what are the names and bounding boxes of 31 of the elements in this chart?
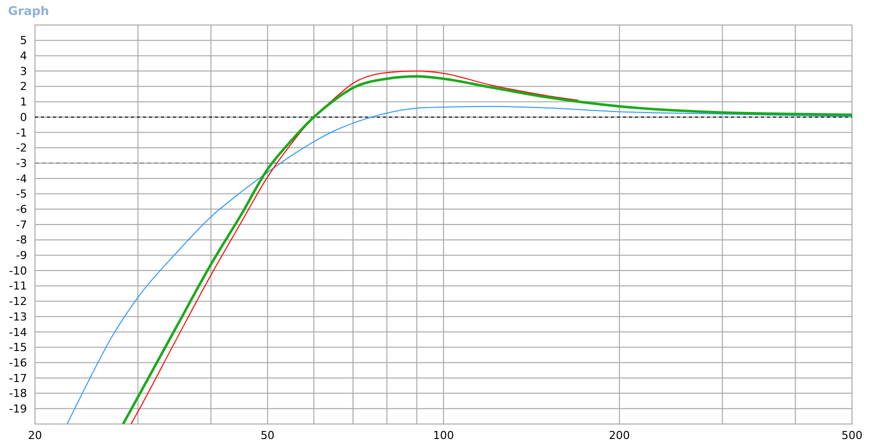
y-tick-label: -12 xyxy=(9,295,27,308)
x-tick-label: 200 xyxy=(608,429,630,442)
y-tick-label: 3 xyxy=(20,64,27,78)
y-tick-label: -5 xyxy=(16,188,27,201)
y-tick-label: -17 xyxy=(9,372,27,385)
y-tick-label: -6 xyxy=(16,203,27,216)
y-tick-label: -18 xyxy=(9,387,27,400)
y-tick-label: -3 xyxy=(16,156,27,170)
y-tick-label: -11 xyxy=(9,280,27,293)
y-tick-label: -13 xyxy=(9,310,27,324)
y-tick-label: -15 xyxy=(9,341,27,354)
y-tick-label: -2 xyxy=(16,142,27,155)
y-tick-label: -16 xyxy=(9,356,27,370)
y-tick-label: -10 xyxy=(9,264,27,278)
y-tick-label: -4 xyxy=(16,172,27,186)
y-tick-label: 2 xyxy=(20,80,27,94)
y-tick-label: 5 xyxy=(20,34,27,48)
y-tick-label: -14 xyxy=(9,326,27,339)
x-tick-label: 50 xyxy=(260,429,275,442)
x-tick-label: 100 xyxy=(433,429,454,442)
y-tick-label: -1 xyxy=(16,126,27,140)
y-tick-label: -9 xyxy=(16,249,27,262)
x-tick-label: 20 xyxy=(28,429,42,442)
chart-title: Graph xyxy=(8,4,49,18)
y-tick-label: 1 xyxy=(20,96,27,109)
y-tick-label: -7 xyxy=(16,218,27,232)
y-tick-label: 4 xyxy=(20,50,27,63)
y-tick-label: -19 xyxy=(9,402,27,416)
x-tick-label: 500 xyxy=(842,429,862,442)
y-tick-label: -8 xyxy=(16,234,27,247)
y-tick-label: 0 xyxy=(20,110,27,124)
